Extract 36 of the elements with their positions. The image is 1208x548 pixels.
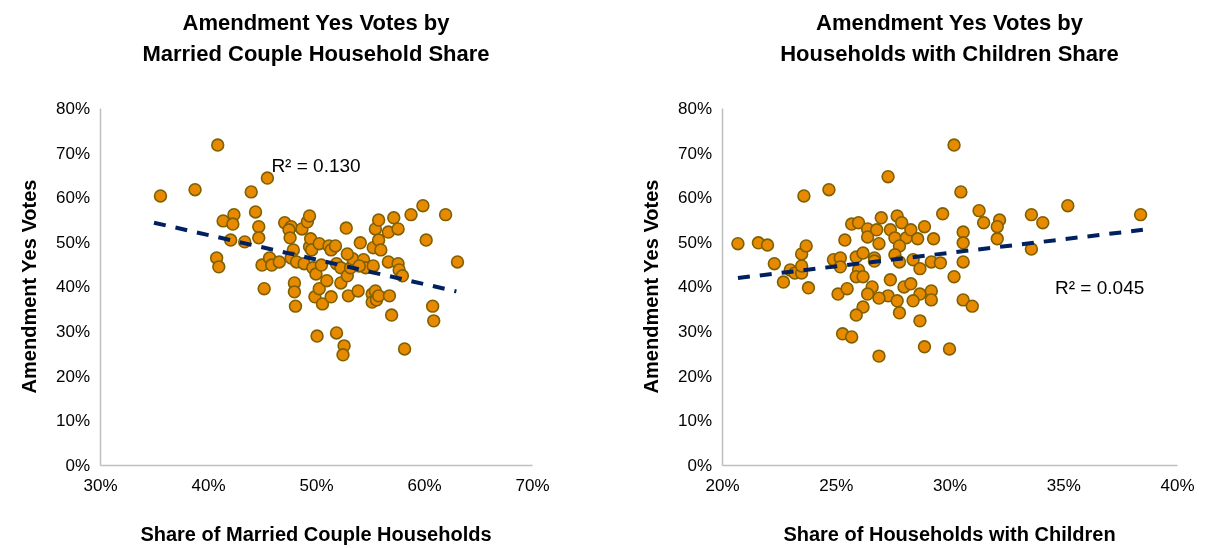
y-tick-label: 40% (677, 277, 712, 297)
x-tick-label: 60% (407, 476, 442, 496)
chart-title: Amendment Yes Votes by Married Couple Household Share (142, 10, 490, 66)
x-tick-label: 50% (299, 476, 334, 496)
y-tick-label: 70% (677, 143, 712, 163)
annotation: R² = 0.130 (271, 155, 361, 177)
y-tick-label: 30% (55, 322, 90, 342)
y-tick-label: 20% (55, 366, 90, 386)
y-tick-label: 50% (55, 232, 90, 252)
x-tick-label: 25% (819, 476, 854, 496)
x-tick-label: 40% (191, 476, 226, 496)
y-axis-title: Amendment Yes Votes (640, 179, 662, 394)
y-tick-label: 20% (677, 366, 712, 386)
y-tick-label: 80% (677, 98, 712, 118)
x-tick-label: 30% (83, 476, 118, 496)
y-tick-label: 40% (55, 277, 90, 297)
x-tick-label: 30% (932, 476, 968, 496)
y-tick-label: 10% (55, 411, 90, 431)
chart-title: Amendment Yes Votes by Households with Children Share (780, 10, 1119, 66)
y-tick-label: 80% (55, 98, 90, 118)
y-axis-title: Amendment Yes Votes (18, 179, 40, 394)
y-tick-label: 70% (55, 143, 90, 163)
x-axis-title: Share of Married Couple Households (140, 523, 492, 545)
x-tick-label: 20% (705, 476, 740, 496)
x-tick-label: 70% (515, 476, 550, 496)
annotation: R² = 0.045 (1055, 276, 1145, 298)
y-tick-label: 60% (55, 188, 90, 208)
x-tick-label: 40% (1160, 476, 1195, 496)
y-tick-label: 0% (65, 455, 90, 475)
x-tick-label: 35% (1046, 476, 1081, 496)
y-tick-label: 30% (677, 322, 712, 342)
y-tick-label: 60% (677, 188, 712, 208)
y-tick-label: 10% (677, 411, 712, 431)
x-axis-title: Share of Households with Children (783, 523, 1116, 545)
y-tick-label: 50% (677, 232, 712, 252)
y-tick-label: 0% (687, 455, 712, 475)
